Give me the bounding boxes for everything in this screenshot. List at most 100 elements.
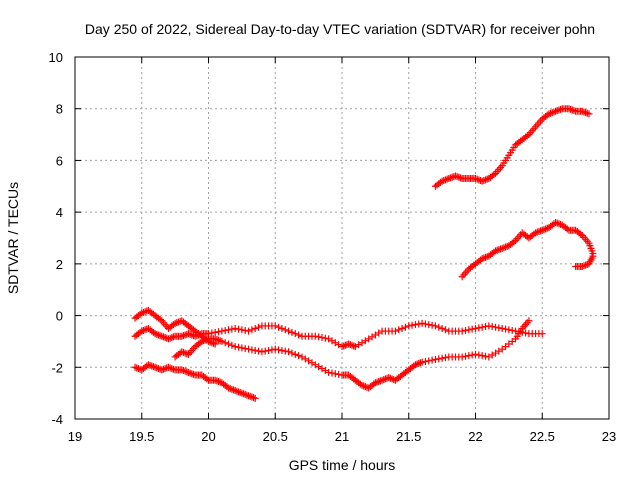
data-point	[563, 225, 571, 233]
data-point	[248, 393, 256, 401]
data-point	[255, 323, 263, 331]
data-point	[158, 332, 166, 340]
data-point	[375, 378, 383, 386]
data-point	[441, 326, 449, 334]
data-point	[413, 360, 421, 368]
data-point	[245, 392, 253, 400]
data-point	[518, 328, 526, 336]
data-point	[176, 317, 184, 325]
data-point	[478, 177, 486, 185]
data-point	[211, 340, 219, 348]
series-track-c	[131, 319, 546, 351]
data-point	[215, 336, 223, 344]
data-point	[251, 346, 259, 354]
data-point	[500, 244, 508, 252]
data-point	[461, 352, 469, 360]
data-point	[525, 317, 533, 325]
data-point	[231, 387, 239, 395]
chart-title: Day 250 of 2022, Sidereal Day-to-day VTE…	[85, 21, 595, 37]
data-point	[585, 110, 593, 118]
x-tick-label: 19	[68, 429, 82, 444]
data-point	[583, 109, 591, 117]
y-axis-label: SDTVAR / TECUs	[5, 182, 21, 294]
data-point	[552, 218, 560, 226]
data-point	[181, 367, 189, 375]
data-point	[438, 325, 446, 332]
data-point	[446, 174, 454, 182]
data-point	[173, 319, 181, 327]
data-point	[153, 364, 161, 372]
x-tick-label: 22.5	[530, 429, 555, 444]
data-point	[143, 325, 151, 333]
data-point	[238, 344, 246, 352]
x-tick-label: 22	[468, 429, 482, 444]
data-point	[435, 355, 443, 363]
data-point	[238, 389, 246, 397]
data-point	[441, 354, 449, 362]
data-point	[408, 321, 416, 329]
series-track-f	[458, 218, 597, 281]
data-point	[228, 341, 236, 349]
data-point	[482, 352, 490, 360]
data-point	[205, 337, 212, 345]
data-point	[547, 109, 555, 117]
data-point	[248, 346, 256, 354]
data-point	[425, 357, 433, 365]
data-point	[183, 368, 191, 376]
data-point	[291, 330, 299, 338]
x-tick-label: 21	[335, 429, 349, 444]
data-point	[371, 379, 379, 387]
data-point	[238, 326, 246, 334]
data-point	[550, 108, 558, 116]
data-point	[221, 326, 229, 334]
data-point	[456, 174, 464, 182]
data-point	[181, 349, 189, 357]
data-point	[498, 325, 506, 332]
data-point	[133, 364, 141, 372]
data-point	[381, 375, 389, 383]
data-point	[438, 177, 446, 185]
data-point	[455, 173, 463, 181]
data-point	[218, 327, 226, 335]
data-point	[418, 358, 426, 366]
data-point	[156, 315, 164, 323]
data-point	[169, 365, 177, 373]
y-tick-label: 10	[49, 50, 63, 65]
data-point	[184, 330, 192, 338]
data-point	[159, 365, 167, 373]
data-point	[538, 330, 546, 338]
data-point	[495, 246, 503, 254]
data-point	[540, 226, 548, 234]
data-point	[295, 331, 303, 339]
data-point	[555, 220, 563, 228]
data-point	[139, 308, 147, 316]
data-point	[225, 340, 233, 348]
data-point	[492, 247, 500, 255]
data-point	[295, 352, 303, 360]
data-point	[271, 345, 279, 353]
data-point	[505, 326, 513, 334]
data-point	[478, 255, 486, 263]
data-point	[281, 326, 289, 334]
data-point	[472, 350, 479, 358]
data-point	[335, 370, 343, 378]
data-point	[240, 390, 248, 398]
data-point	[537, 227, 545, 235]
data-point	[311, 332, 319, 340]
data-point	[186, 330, 194, 338]
data-point	[291, 350, 299, 358]
data-point	[156, 332, 164, 340]
data-point	[315, 333, 323, 341]
data-point	[171, 319, 179, 327]
data-point	[490, 171, 498, 179]
data-point	[169, 333, 177, 341]
data-point	[138, 309, 146, 317]
data-point	[401, 323, 409, 331]
data-point	[318, 334, 326, 342]
data-point	[235, 343, 243, 351]
data-point	[166, 334, 174, 342]
data-point	[482, 253, 490, 261]
data-point	[241, 326, 249, 334]
data-point	[271, 322, 279, 330]
